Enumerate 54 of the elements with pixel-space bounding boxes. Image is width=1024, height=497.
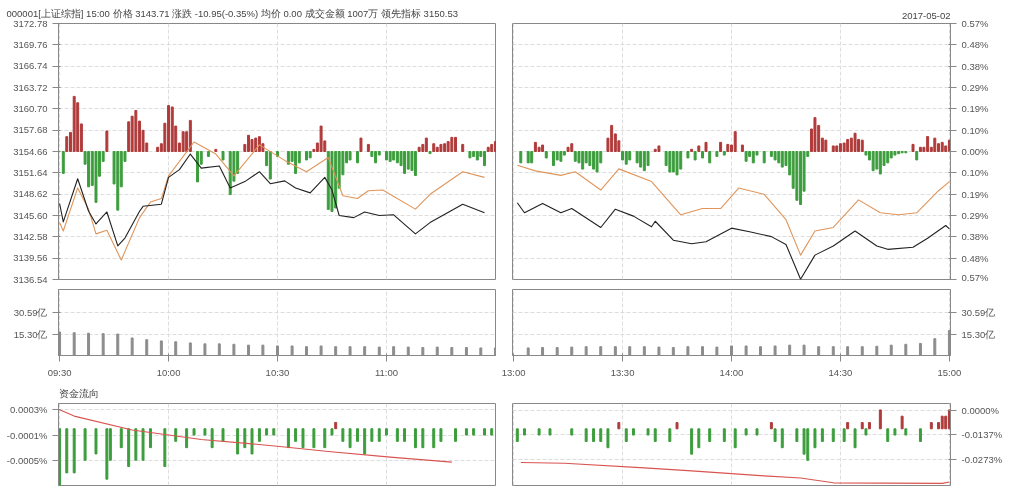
y-tick-label: 0.29% (961, 210, 989, 221)
y-tick-label: 3172.78 (13, 17, 48, 29)
y-tick-label: 0.57% (961, 18, 989, 29)
y-tick-label: 3166.74 (13, 60, 48, 72)
y-tick-label: 30.59亿 (961, 307, 996, 319)
x-tick-label: 15:00 (937, 366, 962, 378)
y-tick-label: 3154.66 (13, 145, 48, 157)
chart-subtitle: 2017-05-02 (901, 9, 951, 21)
y-tick-label: 3169.76 (13, 38, 48, 50)
y-tick-label: 15.30亿 (961, 328, 996, 340)
x-tick-label: 10:30 (265, 366, 290, 378)
y-tick-label: 3160.70 (13, 102, 48, 114)
y-tick-label: 0.0003% (10, 404, 49, 416)
y-tick-label: 0.38% (961, 231, 989, 243)
y-tick-label: 0.10% (961, 167, 989, 179)
chart-title: 000001[上证综指] 15:00 价格 3143.71 涨跌 -10.95(-0.35%) 均价 0.00 成交金额 1007万 领先指标 3150.53 (6, 7, 458, 19)
line-series (59, 409, 453, 463)
x-tick-label: 13:30 (610, 366, 635, 378)
x-tick-label: 13:00 (501, 366, 526, 378)
y-tick-label: 3145.60 (13, 209, 48, 221)
line-series (516, 164, 950, 256)
y-tick-label: 15.30亿 (13, 328, 48, 340)
y-tick-label: 3142.58 (13, 230, 48, 242)
line-series (516, 202, 950, 280)
y-tick-label: 3136.54 (13, 273, 48, 285)
y-tick-label: 0.00% (961, 146, 989, 157)
y-tick-label: 3151.64 (13, 166, 48, 178)
y-tick-label: 0.19% (961, 188, 989, 200)
line-series (520, 461, 950, 484)
y-tick-label: -0.0001% (6, 429, 49, 441)
chart-title: 资金流向 (58, 387, 99, 399)
y-tick-label: 0.29% (961, 82, 989, 93)
x-tick-label: 10:00 (156, 366, 181, 378)
y-tick-label: 3148.62 (13, 188, 48, 200)
y-tick-label: -0.0137% (961, 429, 1003, 441)
y-tick-label: -0.0005% (6, 454, 49, 466)
y-tick-label: 3163.72 (13, 81, 48, 93)
y-tick-label: 0.57% (961, 271, 989, 283)
x-tick-label: 14:30 (828, 366, 853, 378)
x-tick-label: 14:00 (719, 366, 744, 378)
y-tick-label: 3139.56 (13, 252, 48, 264)
x-tick-label: 09:30 (47, 366, 72, 378)
y-tick-label: 0.48% (961, 39, 989, 51)
y-tick-label: 3157.68 (13, 124, 48, 136)
x-tick-label: 11:00 (374, 366, 398, 378)
y-tick-label: 0.48% (961, 252, 989, 264)
y-tick-label: 0.19% (961, 103, 989, 115)
y-tick-label: 30.59亿 (13, 307, 48, 319)
line-series (59, 153, 486, 247)
y-tick-label: 0.10% (961, 124, 989, 136)
y-tick-label: 0.38% (961, 60, 989, 72)
line-series (59, 141, 486, 261)
y-tick-label: 0.0000% (961, 404, 1000, 416)
y-tick-label: -0.0273% (961, 453, 1003, 465)
